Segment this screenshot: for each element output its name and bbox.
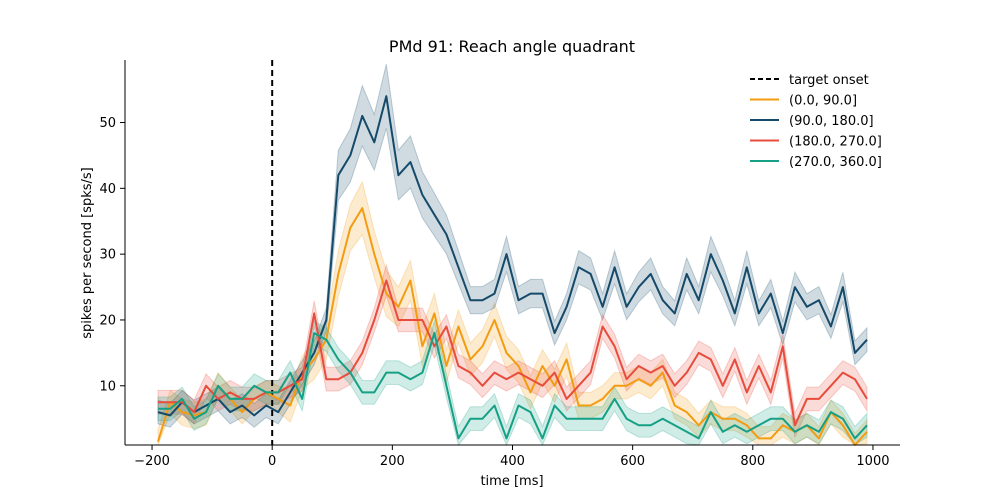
series-band-1 [157, 64, 868, 428]
legend: target onset (0.0, 90.0] (90.0, 180.0] (180… [750, 73, 882, 170]
y-tick-label: 10 [99, 379, 116, 394]
legend-label-3: (180.0, 270.0] [789, 135, 882, 150]
series-line-0 [157, 207, 868, 446]
y-tick-label: 40 [99, 182, 116, 197]
x-tick-label: 200 [380, 454, 405, 469]
legend-label-1: (0.0, 90.0] [789, 94, 857, 109]
confidence-bands [157, 64, 868, 447]
legend-label-4: (270.0, 360.0] [789, 155, 882, 170]
y-tick-label: 20 [99, 313, 116, 328]
y-axis-label: spikes per second [spks/s] [80, 167, 95, 338]
series-band-0 [157, 180, 868, 446]
x-tick-label: −200 [134, 454, 170, 469]
axes: −200 0 200 400 600 800 1000 10 20 30 40 50 [99, 60, 900, 469]
x-tick-label: 0 [268, 454, 276, 469]
x-tick-label: 800 [740, 454, 765, 469]
series-lines [157, 95, 868, 446]
y-tick-label: 30 [99, 248, 116, 263]
series-band-3 [157, 319, 868, 447]
legend-label-0: target onset [789, 73, 869, 88]
series-line-1 [157, 95, 868, 417]
x-tick-label: 400 [500, 454, 525, 469]
x-tick-label: 1000 [856, 454, 889, 469]
y-tick-label: 50 [99, 116, 116, 131]
x-axis-label: time [ms] [480, 474, 543, 489]
chart-title: PMd 91: Reach angle quadrant [389, 37, 635, 56]
series-line-3 [158, 332, 868, 440]
x-tick-label: 600 [620, 454, 645, 469]
legend-label-2: (90.0, 180.0] [789, 114, 874, 129]
series-band-2 [157, 263, 868, 439]
